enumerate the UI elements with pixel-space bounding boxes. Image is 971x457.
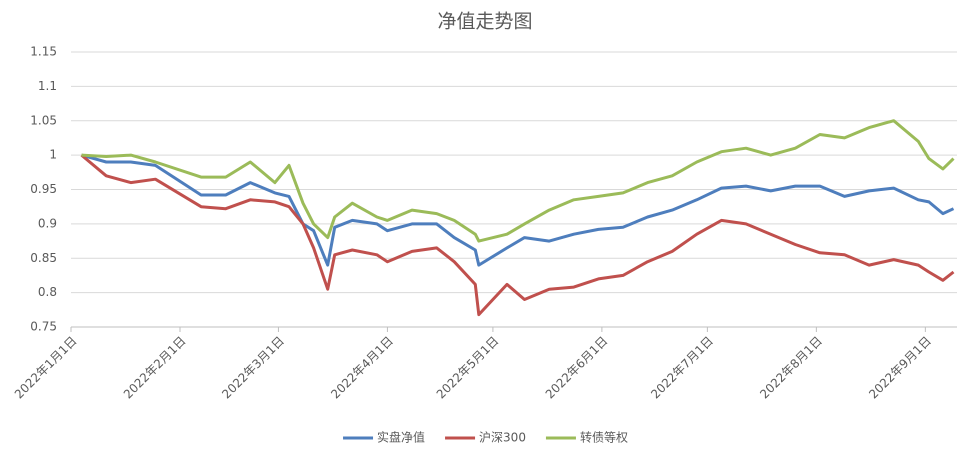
- series-line: [80, 153, 955, 317]
- y-tick-label: 0.75: [30, 320, 57, 334]
- y-tick-label: 0.95: [30, 182, 57, 196]
- y-tick-label: 0.85: [30, 251, 57, 265]
- y-tick-label: 0.8: [38, 285, 57, 299]
- x-tick-label: 2022年2月1日: [121, 334, 189, 402]
- x-tick-label: 2022年9月1日: [866, 334, 934, 402]
- y-tick-label: 0.9: [38, 216, 57, 230]
- x-tick-label: 2022年8月1日: [757, 334, 825, 402]
- y-tick-label: 1.1: [38, 79, 57, 93]
- x-tick-label: 2022年4月1日: [328, 334, 396, 402]
- series-line: [81, 119, 955, 243]
- chart-title: 净值走势图: [437, 11, 532, 33]
- x-tick-label: 2022年6月1日: [543, 334, 611, 402]
- y-tick-label: 1.05: [30, 113, 57, 127]
- legend-label: 沪深300: [479, 431, 526, 445]
- x-tick-label: 2022年1月1日: [12, 334, 80, 402]
- y-tick-label: 1: [49, 148, 57, 162]
- y-tick-label: 1.15: [30, 45, 57, 59]
- x-tick-label: 2022年5月1日: [434, 334, 502, 402]
- x-tick-label: 2022年7月1日: [648, 334, 716, 402]
- x-tick-label: 2022年3月1日: [219, 334, 287, 402]
- legend-label: 转债等权: [580, 430, 628, 445]
- legend: 实盘净值 沪深300 转债等权: [343, 430, 628, 445]
- legend-label: 实盘净值: [377, 430, 425, 445]
- series-line: [81, 153, 955, 267]
